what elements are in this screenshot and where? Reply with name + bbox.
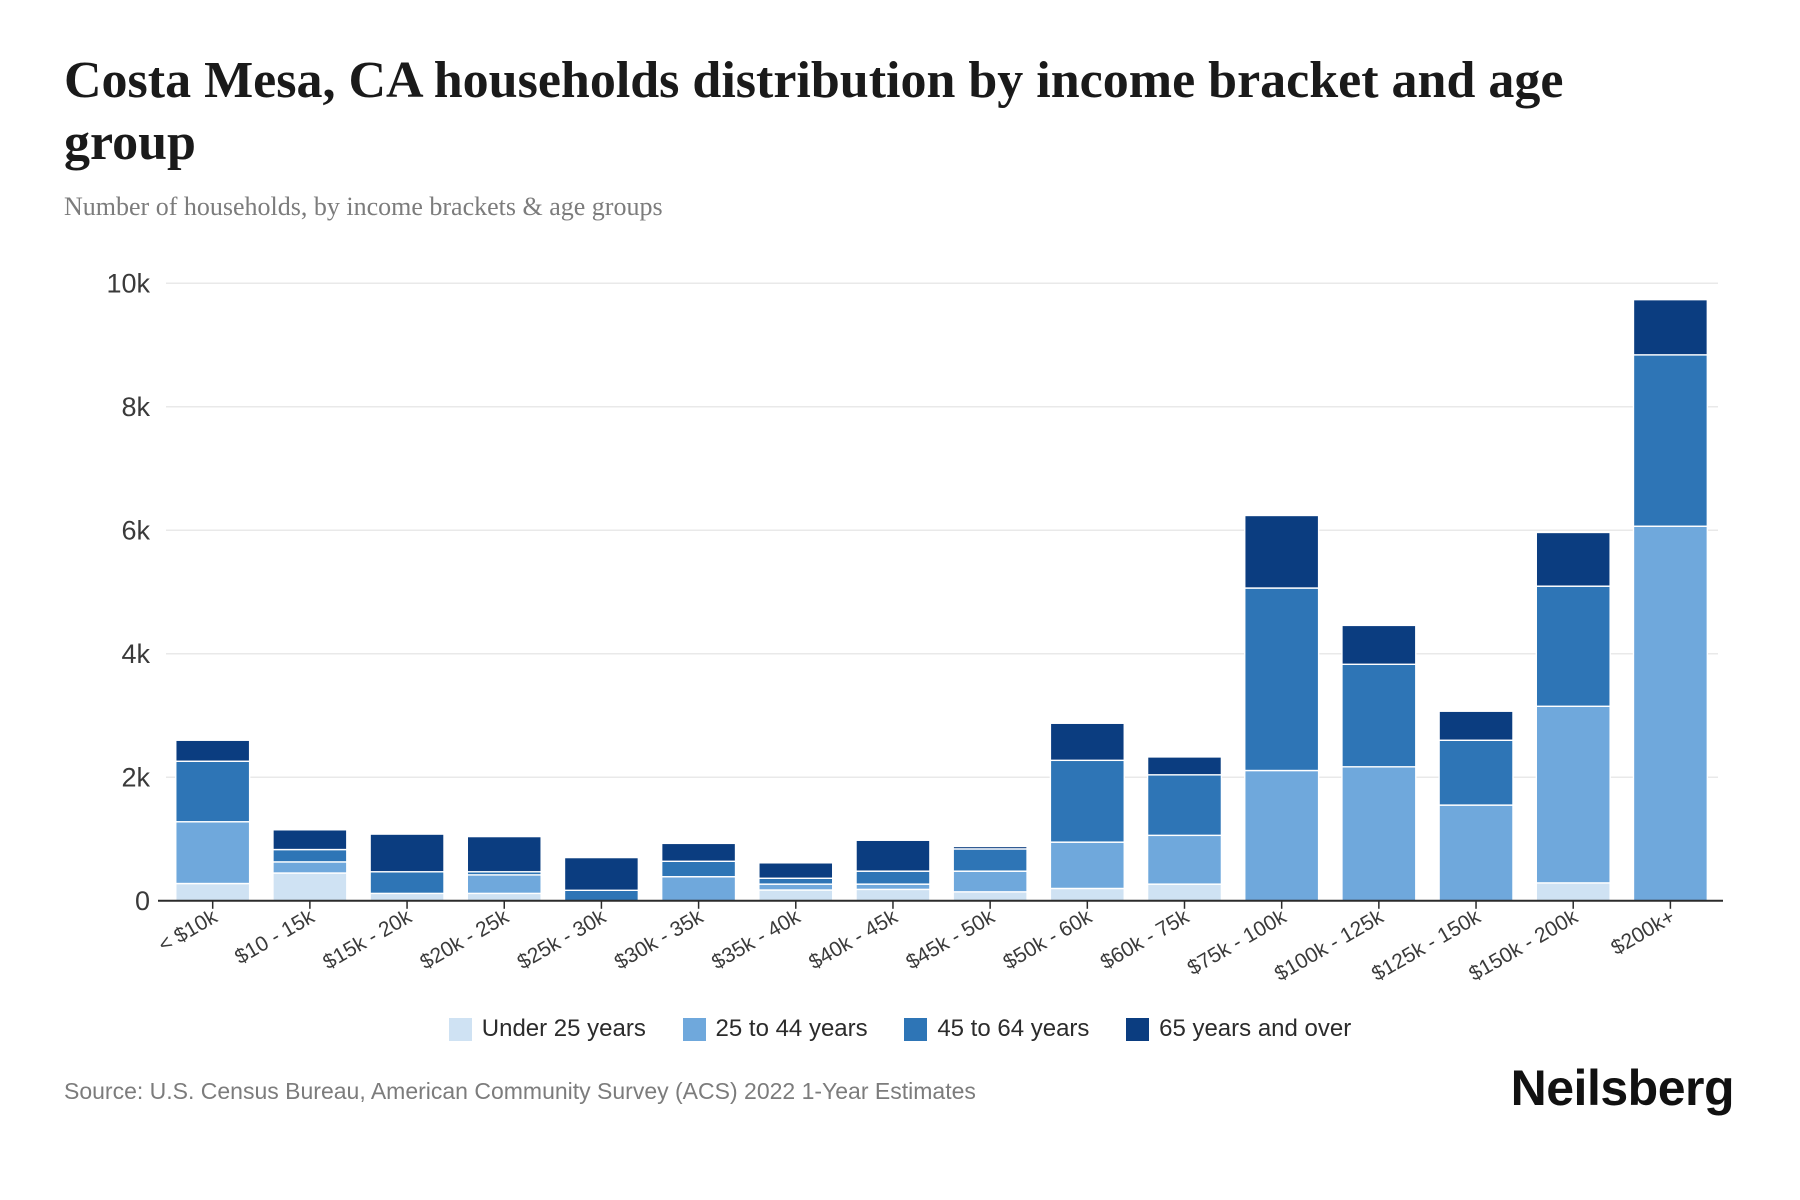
svg-text:10k: 10k [106, 268, 150, 298]
svg-text:2k: 2k [121, 762, 150, 792]
svg-text:6k: 6k [121, 515, 150, 545]
svg-text:$15k - 20k: $15k - 20k [319, 905, 416, 974]
svg-text:4k: 4k [121, 639, 150, 669]
svg-text:$20k - 25k: $20k - 25k [416, 905, 513, 974]
svg-text:0: 0 [135, 886, 150, 916]
svg-text:$40k - 45k: $40k - 45k [805, 905, 902, 974]
svg-text:$35k - 40k: $35k - 40k [708, 905, 805, 974]
svg-text:$60k - 75k: $60k - 75k [1097, 905, 1194, 974]
svg-text:$150k - 200k: $150k - 200k [1465, 905, 1582, 986]
svg-text:$100k - 125k: $100k - 125k [1271, 905, 1388, 986]
svg-text:$45k - 50k: $45k - 50k [902, 905, 999, 974]
svg-text:$25k - 30k: $25k - 30k [513, 905, 610, 974]
svg-text:$10 - 15k: $10 - 15k [231, 905, 319, 969]
svg-text:$50k - 60k: $50k - 60k [999, 905, 1096, 974]
svg-text:8k: 8k [121, 392, 150, 422]
svg-text:< $10k: < $10k [155, 905, 222, 957]
svg-text:$200k+: $200k+ [1607, 905, 1679, 960]
svg-text:$125k - 150k: $125k - 150k [1368, 905, 1485, 986]
svg-text:$30k - 35k: $30k - 35k [611, 905, 708, 974]
